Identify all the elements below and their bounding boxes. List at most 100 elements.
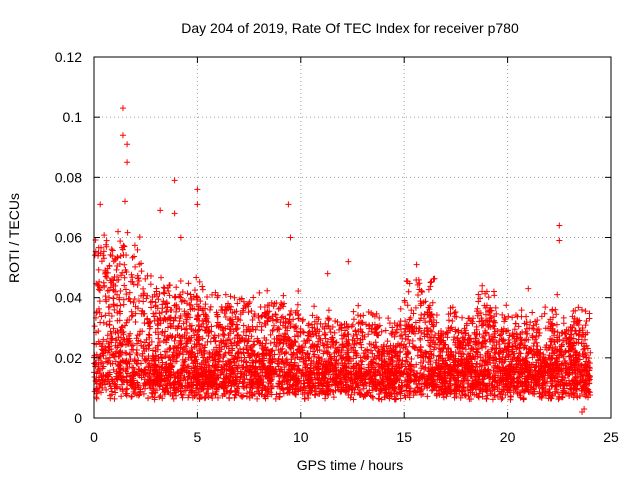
data-point [280,390,287,397]
data-point [156,310,163,317]
data-point [245,309,252,316]
data-point [149,347,156,354]
data-point [412,304,419,311]
data-point [351,341,358,348]
data-point [452,308,459,315]
data-point [248,307,255,314]
data-point [348,386,355,393]
data-point [459,314,466,321]
data-point [581,361,588,368]
data-point [157,392,164,399]
data-point [117,252,124,259]
data-point [91,323,98,330]
data-point [465,393,472,400]
data-point [264,287,271,294]
data-point [95,305,102,312]
data-point [130,364,137,371]
data-point [299,318,306,325]
data-point [100,319,107,326]
data-point [148,304,155,311]
data-point [479,282,486,289]
data-points [91,105,594,415]
data-point [471,391,478,398]
data-point [400,345,407,352]
data-point [350,316,357,323]
data-point [136,261,143,268]
data-point [206,306,213,313]
data-point [123,386,130,393]
data-point [355,302,362,309]
data-point [182,326,189,333]
data-point [406,316,413,323]
data-point [529,390,536,397]
data-point [482,311,489,318]
data-point [225,382,232,389]
data-point [267,340,274,347]
data-point [560,314,567,321]
data-point [167,320,174,327]
data-point [105,304,112,311]
data-point [131,295,138,302]
data-point [129,342,136,349]
data-point [538,313,545,320]
data-point [359,358,366,365]
data-point [134,281,141,288]
data-point [485,294,492,301]
data-point [271,351,278,358]
data-point [118,393,125,400]
data-point [139,328,146,335]
data-point [412,319,419,326]
data-point [403,354,410,361]
data-point [104,332,111,339]
data-point [348,391,355,398]
data-point [414,352,421,359]
data-point [439,346,446,353]
data-point [541,310,548,317]
data-point [103,274,110,281]
data-point [433,311,440,318]
data-point [518,307,525,314]
data-point [126,289,133,296]
data-point [403,343,410,350]
data-point [507,393,514,400]
data-point [216,342,223,349]
data-point [425,286,432,293]
data-point [520,396,527,403]
data-point [168,306,175,313]
data-point [135,274,142,281]
data-point [342,327,349,334]
data-point [524,350,531,357]
data-point [291,323,298,330]
data-point [293,328,300,335]
data-point [277,304,284,311]
data-point [258,313,265,320]
data-point [311,303,318,310]
data-point [553,311,560,318]
data-point [100,336,107,343]
data-point [359,320,366,327]
data-point [252,326,259,333]
data-point [325,307,332,314]
data-point [126,351,133,358]
data-point [582,322,589,329]
data-point [354,312,361,319]
data-point [95,266,102,273]
data-point [451,334,458,341]
data-point [414,384,421,391]
data-point [109,360,116,367]
data-point [142,385,149,392]
data-point [485,331,492,338]
data-point [178,298,185,305]
data-point [505,313,512,320]
data-point [121,274,128,281]
data-point [329,388,336,395]
data-point [255,314,262,321]
data-point [499,311,506,318]
data-point [96,298,103,305]
data-point [147,323,154,330]
data-point [256,289,263,296]
data-point [267,315,274,322]
data-point [132,263,139,270]
data-point [426,342,433,349]
chart-title: Day 204 of 2019, Rate Of TEC Index for r… [181,20,519,36]
